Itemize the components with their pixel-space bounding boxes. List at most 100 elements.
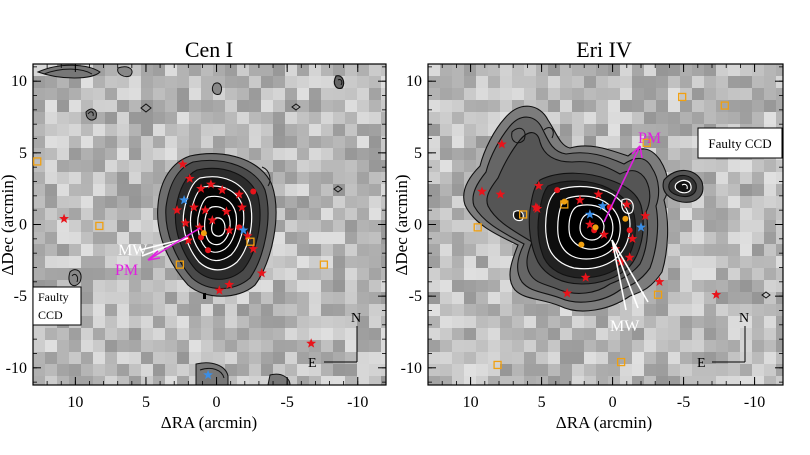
member-star-blue (636, 222, 646, 232)
density-pixel (321, 136, 333, 148)
density-pixel (632, 64, 644, 76)
density-pixel (440, 364, 452, 376)
density-pixel (117, 328, 129, 340)
density-pixel (141, 364, 153, 376)
density-pixel (620, 364, 632, 376)
density-pixel (548, 376, 560, 385)
density-pixel (428, 244, 440, 256)
density-pixel (321, 76, 333, 88)
member-dot-orange (578, 241, 585, 248)
density-pixel (668, 124, 680, 136)
density-pixel (728, 316, 740, 328)
density-pixel (45, 232, 57, 244)
density-pixel (321, 124, 333, 136)
density-pixel (464, 160, 476, 172)
density-pixel (117, 124, 129, 136)
density-pixel (321, 304, 333, 316)
density-pixel (345, 364, 357, 376)
density-pixel (93, 76, 105, 88)
density-pixel (189, 76, 201, 88)
density-pixel (321, 112, 333, 124)
density-pixel (716, 256, 728, 268)
density-pixel (584, 364, 596, 376)
density-pixel (476, 316, 488, 328)
density-pixel (488, 340, 500, 352)
density-pixel (93, 316, 105, 328)
density-pixel (141, 268, 153, 280)
density-pixel (105, 244, 117, 256)
density-pixel (285, 364, 297, 376)
density-pixel (93, 304, 105, 316)
density-pixel (141, 208, 153, 220)
density-pixel (632, 376, 644, 385)
density-pixel (524, 364, 536, 376)
density-pixel (752, 304, 764, 316)
density-pixel (69, 112, 81, 124)
density-pixel (692, 268, 704, 280)
density-pixel (213, 316, 225, 328)
density-pixel (740, 208, 752, 220)
density-pixel (117, 376, 129, 385)
density-pixel (237, 124, 249, 136)
density-pixel (165, 328, 177, 340)
density-pixel (644, 304, 656, 316)
density-pixel (524, 340, 536, 352)
density-pixel (764, 268, 776, 280)
density-pixel (572, 136, 584, 148)
compass-east: E (697, 356, 706, 371)
density-pixel (548, 64, 560, 76)
density-pixel (668, 208, 680, 220)
density-pixel (440, 280, 452, 292)
density-pixel (309, 184, 321, 196)
density-pixel (452, 328, 464, 340)
density-pixel (165, 352, 177, 364)
density-pixel (776, 268, 783, 280)
density-pixel (285, 268, 297, 280)
density-pixel (141, 136, 153, 148)
density-pixel (69, 340, 81, 352)
density-pixel (309, 64, 321, 76)
density-pixel (129, 112, 141, 124)
density-pixel (440, 64, 452, 76)
density-pixel (177, 304, 189, 316)
density-pixel (45, 112, 57, 124)
member-dot-red (198, 234, 205, 241)
density-pixel (572, 64, 584, 76)
mw-arrow (611, 239, 649, 311)
member-star-red (256, 268, 267, 278)
density-pixel (572, 88, 584, 100)
density-pixel (369, 148, 381, 160)
density-pixel (249, 148, 261, 160)
density-pixel (105, 196, 117, 208)
density-pixel (237, 64, 249, 76)
density-pixel (440, 268, 452, 280)
density-pixel (452, 364, 464, 376)
density-pixel (752, 376, 764, 385)
density-pixel (273, 256, 285, 268)
density-pixel (105, 148, 117, 160)
density-pixel (644, 100, 656, 112)
density-pixel (740, 292, 752, 304)
density-pixel (117, 220, 129, 232)
density-pixel (33, 352, 45, 364)
density-pixel (69, 76, 81, 88)
density-pixel (428, 220, 440, 232)
density-pixel (345, 136, 357, 148)
density-pixel (273, 268, 285, 280)
density-pixel (273, 340, 285, 352)
density-pixel (309, 112, 321, 124)
member-star-red (496, 139, 507, 149)
density-pixel (93, 268, 105, 280)
density-pixel (153, 292, 165, 304)
density-pixel (656, 376, 668, 385)
compass-east: E (308, 356, 317, 371)
density-pixel (57, 196, 69, 208)
density-pixel (285, 256, 297, 268)
density-pixel (692, 364, 704, 376)
density-pixel (428, 376, 440, 385)
density-pixel (656, 352, 668, 364)
member-dot-orange (200, 230, 207, 237)
member-star-red (214, 285, 225, 295)
density-pixel (309, 136, 321, 148)
density-pixel (261, 76, 273, 88)
